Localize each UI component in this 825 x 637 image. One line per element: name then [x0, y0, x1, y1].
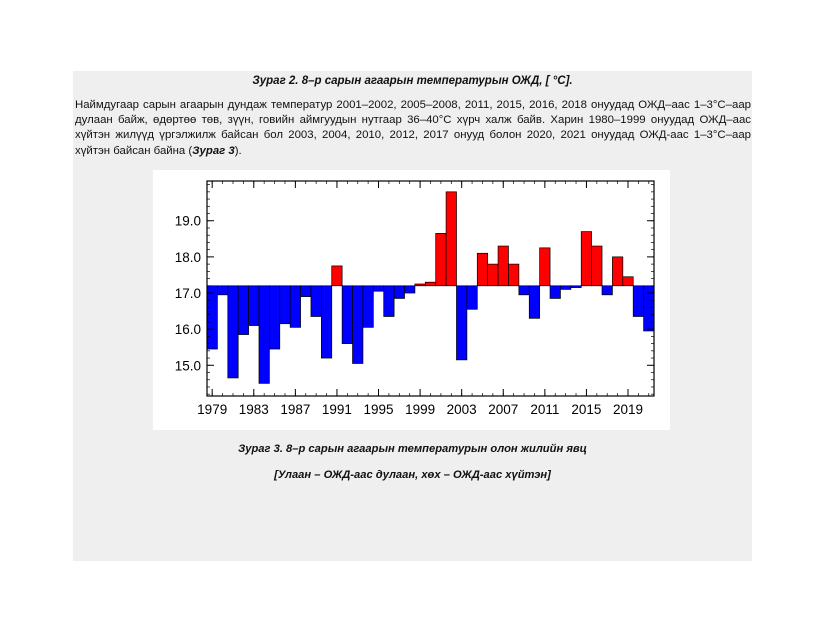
bar-1981 [227, 285, 239, 379]
bar-1986 [279, 285, 291, 325]
bar-2001 [435, 233, 447, 287]
bar-2015 [580, 231, 592, 287]
bar-1992 [341, 285, 353, 344]
bar-1980 [217, 285, 229, 296]
bar-1998 [404, 285, 416, 294]
bar-2018 [612, 256, 624, 287]
y-tick-label: 17.0 [175, 286, 201, 301]
bar-1994 [362, 285, 374, 328]
y-tick-label: 16.0 [175, 322, 201, 337]
bar-1982 [237, 285, 249, 335]
bar-2011 [539, 247, 551, 287]
paragraph-text: Наймдугаар сарын агаарын дундаж температ… [75, 99, 751, 157]
bar-2012 [549, 285, 561, 299]
x-tick-label: 1987 [280, 402, 310, 417]
bar-2014 [570, 285, 582, 288]
figure-3-legend-caption: [Улаан – ОЖД-аас дулаан, хөх – ОЖД-аас х… [274, 469, 551, 481]
bar-2010 [528, 285, 541, 319]
bar-2004 [466, 285, 478, 310]
x-tick-label: 1979 [197, 402, 227, 417]
bar-2000 [424, 281, 437, 287]
figure-2-caption: Зураг 2. 8–р сарын агаарын температурын … [252, 75, 573, 87]
bar-1984 [258, 285, 270, 384]
bar-1997 [393, 285, 405, 299]
x-tick-label: 2019 [613, 402, 643, 417]
bar-1979 [206, 285, 218, 350]
figure-reference: Зураг 3 [192, 144, 235, 157]
bar-2013 [560, 285, 572, 290]
bar-1989 [310, 285, 322, 317]
bar-2002 [445, 191, 457, 287]
x-tick-label: 1999 [405, 402, 435, 417]
x-tick-label: 2003 [447, 402, 477, 417]
y-tick-label: 18.0 [175, 250, 201, 265]
bar-2009 [518, 285, 530, 296]
y-tick-label: 15.0 [175, 358, 201, 373]
bar-2016 [591, 245, 603, 287]
body-paragraph: Наймдугаар сарын агаарын дундаж температ… [75, 98, 751, 159]
bar-2017 [601, 285, 613, 296]
bar-2019 [622, 276, 634, 287]
bar-1999 [414, 283, 426, 287]
x-tick-label: 1983 [239, 402, 269, 417]
x-tick-label: 1991 [322, 402, 352, 417]
bar-1996 [383, 285, 395, 317]
x-tick-label: 2011 [530, 402, 559, 417]
bar-1983 [248, 285, 260, 326]
bar-2003 [456, 285, 468, 361]
temperature-chart: 1979 1983 1987 1991 1995 1999 2003 2007 2011 2015… [153, 170, 670, 430]
bar-1995 [372, 285, 385, 292]
chart-svg: 1979 1983 1987 1991 1995 1999 2003 2007 2011 2015… [175, 180, 655, 417]
document-panel: Зураг 2. 8–р сарын агаарын температурын … [73, 71, 752, 561]
bar-1988 [300, 285, 312, 297]
bar-1985 [269, 285, 281, 350]
bar-1991 [331, 265, 343, 287]
x-tick-label: 2007 [488, 402, 518, 417]
bar-1987 [289, 285, 301, 328]
bar-1993 [352, 285, 364, 364]
bar-2020 [632, 285, 644, 317]
bar-2006 [487, 263, 499, 287]
x-tick-label: 1995 [363, 402, 393, 417]
bar-1990 [321, 285, 333, 359]
y-tick-label: 19.0 [175, 214, 201, 229]
figure-3-caption: Зураг 3. 8–р сарын агаарын температурын … [238, 443, 587, 455]
bar-2008 [508, 263, 520, 287]
paragraph-end: ). [234, 144, 242, 157]
x-tick-label: 2015 [571, 402, 601, 417]
bar-2005 [476, 252, 489, 287]
bar-2007 [497, 245, 509, 287]
